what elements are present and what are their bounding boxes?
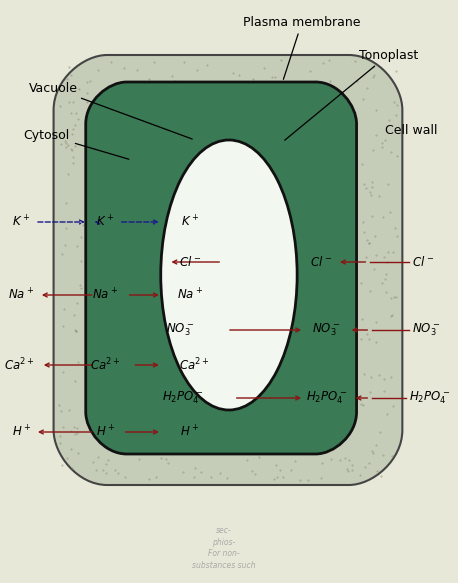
- Ellipse shape: [161, 140, 297, 410]
- Text: $NO_3^-$: $NO_3^-$: [312, 322, 341, 338]
- Text: Vacuole: Vacuole: [29, 82, 192, 139]
- Text: $Na^+$: $Na^+$: [177, 287, 203, 303]
- Text: $Cl^-$: $Cl^-$: [179, 255, 201, 269]
- Text: Cytosol: Cytosol: [24, 128, 129, 159]
- Text: $Na^+$: $Na^+$: [8, 287, 34, 303]
- Text: $K^+$: $K^+$: [12, 215, 31, 230]
- Text: $Na^+$: $Na^+$: [92, 287, 118, 303]
- Text: $Cl^-$: $Cl^-$: [412, 255, 434, 269]
- Text: $H_2PO_4^-$: $H_2PO_4^-$: [409, 390, 450, 406]
- Text: Plasma membrane: Plasma membrane: [243, 16, 361, 79]
- Text: $K^+$: $K^+$: [96, 215, 114, 230]
- Text: $H_2PO_4^-$: $H_2PO_4^-$: [306, 390, 347, 406]
- Text: $H^+$: $H^+$: [96, 424, 115, 440]
- Text: $Ca^{2+}$: $Ca^{2+}$: [4, 357, 35, 373]
- Text: $NO_3^-$: $NO_3^-$: [412, 322, 441, 338]
- Text: $Ca^{2+}$: $Ca^{2+}$: [180, 357, 210, 373]
- Text: $H^+$: $H^+$: [12, 424, 31, 440]
- Text: $H_2PO_4^-$: $H_2PO_4^-$: [162, 390, 203, 406]
- Text: $Cl^-$: $Cl^-$: [311, 255, 333, 269]
- Text: Tonoplast: Tonoplast: [285, 48, 418, 141]
- Text: $Ca^{2+}$: $Ca^{2+}$: [90, 357, 120, 373]
- PathPatch shape: [54, 55, 403, 485]
- PathPatch shape: [86, 82, 357, 454]
- Text: $K^+$: $K^+$: [181, 215, 199, 230]
- Text: $H^+$: $H^+$: [180, 424, 200, 440]
- Text: $NO_3^-$: $NO_3^-$: [166, 322, 195, 338]
- Text: sec-
phios-
For non-
substances such: sec- phios- For non- substances such: [192, 526, 256, 570]
- Text: Cell wall: Cell wall: [385, 124, 437, 136]
